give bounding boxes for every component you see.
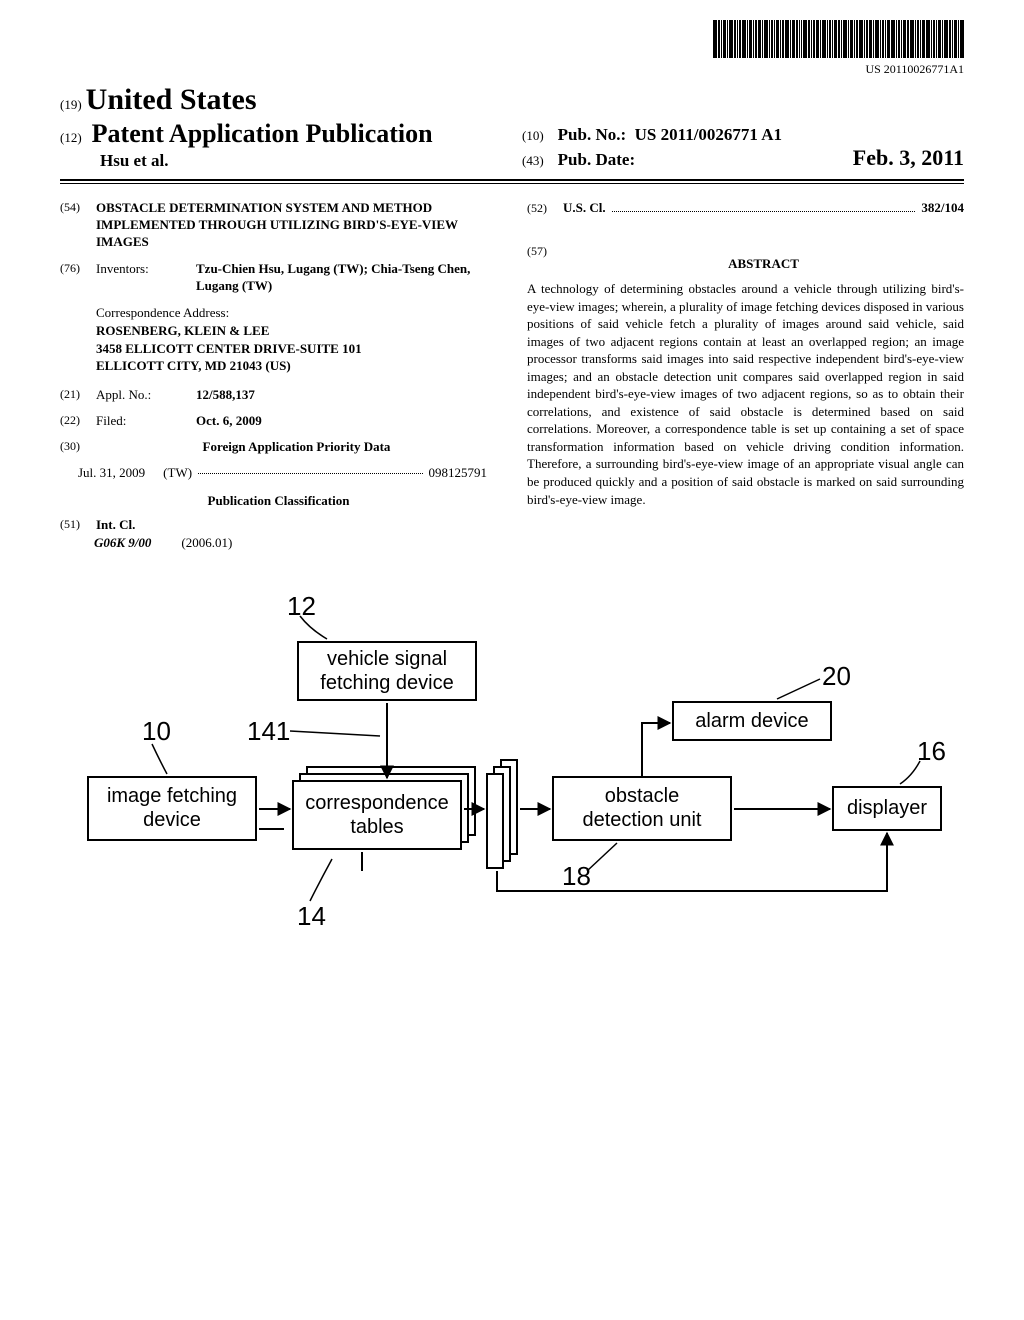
pub-type: Patent Application Publication — [92, 119, 433, 149]
filed-code: (22) — [60, 413, 96, 429]
priority-date: Jul. 31, 2009 — [78, 465, 145, 481]
barcode-number: US 20110026771A1 — [60, 62, 964, 77]
pub-no: US 2011/0026771 A1 — [635, 125, 782, 144]
filed-label: Filed: — [96, 413, 196, 429]
box-correspondence: correspondence tables — [292, 780, 462, 850]
figure-diagram: 12 10 141 20 16 18 14 vehicle signal fet… — [60, 581, 964, 961]
priority-no: 098125791 — [429, 465, 488, 481]
box-image-fetching: image fetching device — [87, 776, 257, 841]
appl-no: 12/588,137 — [196, 387, 497, 403]
pub-no-code: (10) — [522, 128, 544, 144]
correspondence-line3: ELLICOTT CITY, MD 21043 (US) — [96, 357, 497, 375]
inventors-label: Inventors: — [96, 261, 196, 295]
country-code: (19) — [60, 97, 82, 112]
correspondence-label: Correspondence Address: — [96, 304, 497, 322]
correspondence-line2: 3458 ELLICOTT CENTER DRIVE-SUITE 101 — [96, 340, 497, 358]
country: United States — [86, 83, 257, 116]
correspondence-line1: ROSENBERG, KLEIN & LEE — [96, 322, 497, 340]
barcode-graphic — [60, 20, 964, 58]
inventors-code: (76) — [60, 261, 96, 295]
pub-no-label: Pub. No.: — [558, 125, 626, 144]
diagram-label-14: 14 — [297, 901, 326, 932]
box-vehicle-signal: vehicle signal fetching device — [297, 641, 477, 701]
left-column: (54) OBSTACLE DETERMINATION SYSTEM AND M… — [60, 200, 497, 551]
filed-date: Oct. 6, 2009 — [196, 413, 497, 429]
uscl-code: (52) — [527, 201, 563, 216]
diagram-label-12: 12 — [287, 591, 316, 622]
diagram-label-141: 141 — [247, 716, 290, 747]
diagram-label-20: 20 — [822, 661, 851, 692]
uscl-label: U.S. Cl. — [563, 200, 606, 216]
invention-title: OBSTACLE DETERMINATION SYSTEM AND METHOD… — [96, 200, 497, 251]
box-alarm: alarm device — [672, 701, 832, 741]
dot-leader — [612, 203, 916, 212]
appl-code: (21) — [60, 387, 96, 403]
uscl-value: 382/104 — [921, 200, 964, 216]
priority-code: (30) — [60, 439, 96, 455]
inventors: Tzu-Chien Hsu, Lugang (TW); Chia-Tseng C… — [196, 261, 470, 293]
authors: Hsu et al. — [100, 151, 502, 171]
appl-label: Appl. No.: — [96, 387, 196, 403]
rule-thick — [60, 179, 964, 181]
box-displayer: displayer — [832, 786, 942, 831]
intcl-edition: (2006.01) — [181, 535, 232, 551]
intcl-label: Int. Cl. — [96, 517, 497, 533]
diagram-label-10: 10 — [142, 716, 171, 747]
diagram-label-16: 16 — [917, 736, 946, 767]
title-code: (54) — [60, 200, 96, 251]
priority-title: Foreign Application Priority Data — [96, 439, 497, 455]
abstract-code: (57) — [527, 244, 563, 280]
box-obstacle: obstacle detection unit — [552, 776, 732, 841]
intcl-value: G06K 9/00 — [94, 535, 151, 551]
pubclass-title: Publication Classification — [60, 493, 497, 509]
priority-country: (TW) — [163, 465, 192, 481]
diagram-label-18: 18 — [562, 861, 591, 892]
pub-type-code: (12) — [60, 130, 82, 146]
abstract-title: ABSTRACT — [563, 256, 964, 272]
rule-thin — [60, 183, 964, 184]
intcl-code: (51) — [60, 517, 96, 533]
pub-date-code: (43) — [522, 153, 544, 169]
abstract-body: A technology of determining obstacles ar… — [527, 280, 964, 508]
dot-leader — [198, 465, 422, 474]
pub-date-label: Pub. Date: — [558, 150, 635, 170]
right-column: (52) U.S. Cl. 382/104 (57) ABSTRACT A te… — [527, 200, 964, 551]
pub-date: Feb. 3, 2011 — [853, 145, 964, 171]
